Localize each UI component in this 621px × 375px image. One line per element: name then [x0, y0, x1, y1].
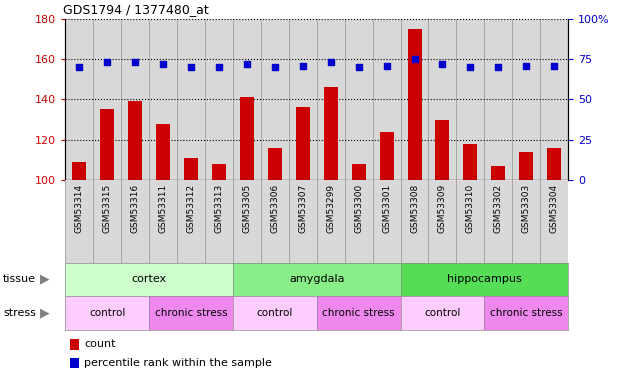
- Text: ▶: ▶: [40, 307, 50, 320]
- Bar: [240, 98, 254, 180]
- Point: [130, 59, 140, 65]
- Text: GSM53299: GSM53299: [326, 184, 335, 233]
- Point: [186, 64, 196, 70]
- Text: GSM53311: GSM53311: [158, 184, 168, 233]
- Bar: [491, 166, 505, 180]
- Text: GSM53307: GSM53307: [298, 184, 307, 233]
- Text: control: control: [424, 308, 461, 318]
- Point: [410, 56, 420, 62]
- Point: [242, 61, 252, 67]
- Point: [493, 64, 503, 70]
- Text: percentile rank within the sample: percentile rank within the sample: [84, 358, 272, 368]
- Text: cortex: cortex: [132, 274, 166, 284]
- Bar: [519, 152, 533, 180]
- Text: chronic stress: chronic stress: [322, 308, 395, 318]
- Bar: [407, 29, 422, 180]
- Text: tissue: tissue: [3, 274, 36, 284]
- Point: [354, 64, 364, 70]
- Text: GSM53315: GSM53315: [102, 184, 112, 233]
- Bar: [379, 132, 394, 180]
- Bar: [184, 158, 198, 180]
- Text: GSM53300: GSM53300: [354, 184, 363, 233]
- Point: [214, 64, 224, 70]
- Text: GSM53302: GSM53302: [494, 184, 503, 233]
- Text: GSM53308: GSM53308: [410, 184, 419, 233]
- Text: stress: stress: [3, 308, 36, 318]
- Text: GSM53303: GSM53303: [522, 184, 531, 233]
- Point: [298, 63, 308, 69]
- Text: control: control: [256, 308, 293, 318]
- Text: GSM53314: GSM53314: [75, 184, 84, 233]
- Text: GSM53316: GSM53316: [130, 184, 140, 233]
- Text: count: count: [84, 339, 116, 349]
- Point: [466, 64, 476, 70]
- Text: GSM53301: GSM53301: [382, 184, 391, 233]
- Text: chronic stress: chronic stress: [490, 308, 563, 318]
- Point: [325, 59, 335, 65]
- Text: GSM53313: GSM53313: [214, 184, 224, 233]
- Text: GSM53312: GSM53312: [186, 184, 196, 233]
- Point: [75, 64, 84, 70]
- Point: [549, 63, 559, 69]
- Bar: [547, 148, 561, 180]
- Text: hippocampus: hippocampus: [447, 274, 522, 284]
- Bar: [435, 120, 450, 180]
- Text: GSM53309: GSM53309: [438, 184, 447, 233]
- Point: [437, 61, 447, 67]
- Text: GSM53306: GSM53306: [270, 184, 279, 233]
- Text: GSM53305: GSM53305: [242, 184, 252, 233]
- Bar: [212, 164, 226, 180]
- Text: ▶: ▶: [40, 273, 50, 286]
- Bar: [70, 358, 79, 368]
- Bar: [100, 110, 114, 180]
- Text: control: control: [89, 308, 125, 318]
- Bar: [128, 101, 142, 180]
- Bar: [156, 124, 170, 180]
- Bar: [463, 144, 478, 180]
- Bar: [324, 87, 338, 180]
- Bar: [268, 148, 282, 180]
- Text: chronic stress: chronic stress: [155, 308, 227, 318]
- Point: [102, 59, 112, 65]
- Text: GSM53310: GSM53310: [466, 184, 475, 233]
- Text: GDS1794 / 1377480_at: GDS1794 / 1377480_at: [63, 3, 209, 16]
- Point: [381, 63, 391, 69]
- Bar: [72, 162, 86, 180]
- Text: GSM53304: GSM53304: [550, 184, 559, 233]
- Point: [522, 63, 532, 69]
- Bar: [70, 339, 79, 350]
- Bar: [296, 107, 310, 180]
- Point: [158, 61, 168, 67]
- Point: [270, 64, 279, 70]
- Bar: [351, 164, 366, 180]
- Text: amygdala: amygdala: [289, 274, 345, 284]
